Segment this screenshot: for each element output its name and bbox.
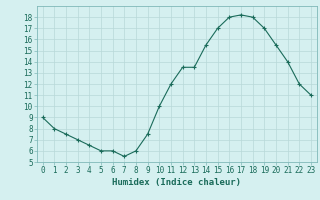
X-axis label: Humidex (Indice chaleur): Humidex (Indice chaleur) bbox=[112, 178, 241, 187]
